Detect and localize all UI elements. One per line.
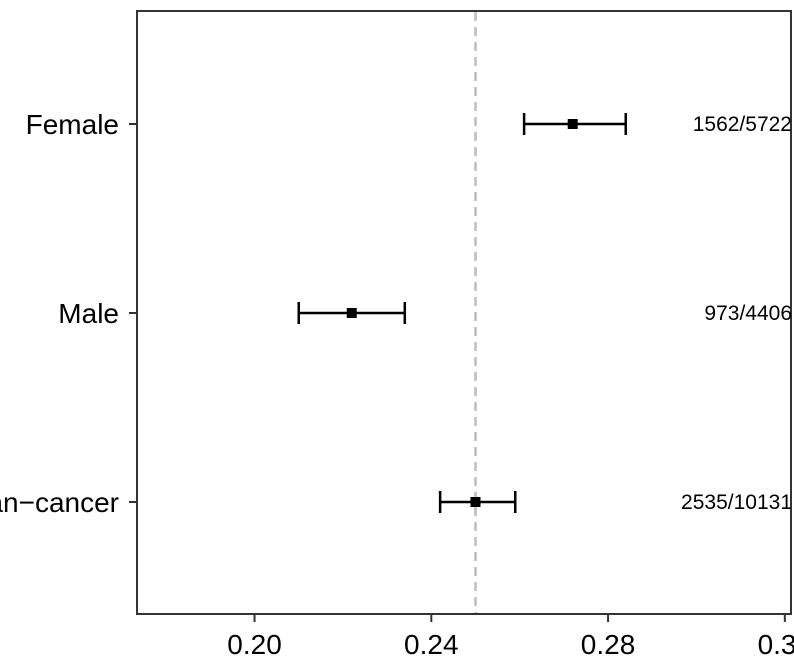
x-axis: 0.20 0.24 0.28 0.32 [227, 614, 794, 658]
estimate-point [567, 119, 578, 129]
x-tick-label: 0.20 [227, 629, 282, 658]
category-label: Male [58, 298, 119, 329]
x-tick-label: 0.28 [581, 629, 636, 658]
plot-panel [136, 10, 792, 615]
marks-layer: 1562/5722 973/4406 2535/10131 [297, 113, 792, 514]
category-label: Pan−cancer [0, 487, 119, 518]
count-label: 1562/5722 [693, 113, 792, 136]
category-label: Female [26, 109, 119, 140]
count-label: 2535/10131 [681, 491, 792, 514]
x-tick-label: 0.32 [758, 629, 794, 658]
y-axis: Female Male Pan−cancer [0, 109, 137, 518]
x-tick-label: 0.24 [404, 629, 459, 658]
estimate-point [470, 497, 481, 507]
estimate-point [346, 308, 357, 318]
count-label: 973/4406 [704, 302, 792, 325]
